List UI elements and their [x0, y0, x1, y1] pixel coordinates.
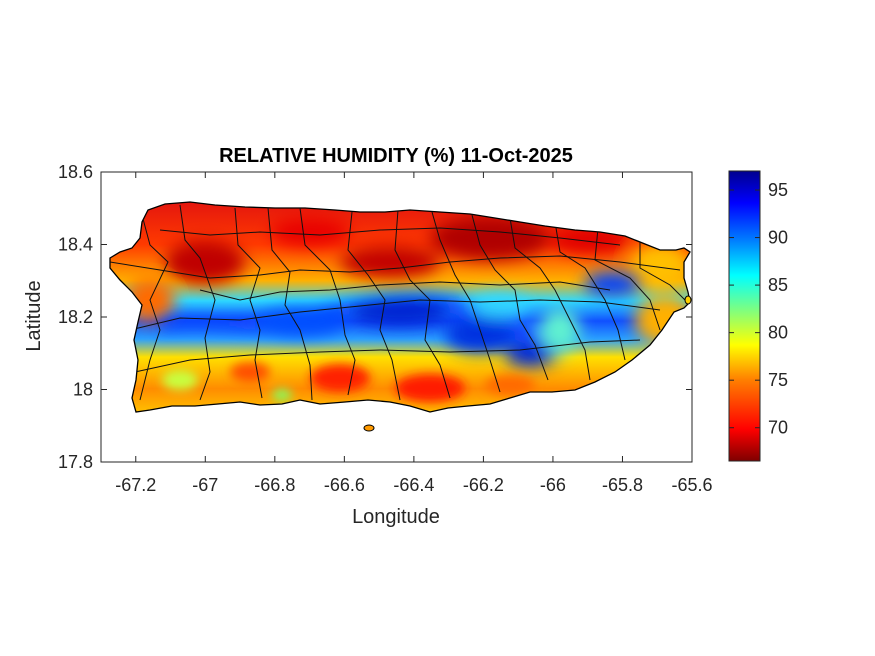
- islet-caja-de-muertos: [363, 424, 375, 432]
- x-tick-label: -66: [540, 475, 566, 495]
- x-tick-label: -67.2: [115, 475, 156, 495]
- y-tick-label: 18.2: [58, 307, 93, 327]
- y-tick-label: 18: [73, 380, 93, 400]
- y-tick-label: 18.6: [58, 162, 93, 182]
- x-tick-label: -66.6: [324, 475, 365, 495]
- y-axis-ticks: 17.8 18 18.2 18.4 18.6: [58, 162, 692, 472]
- x-axis-ticks: -67.2 -67 -66.8 -66.6 -66.4 -66.2 -66 -65.8 -65.…: [115, 172, 713, 495]
- colorbar-ticks: 70 75 80 85 90 95: [729, 180, 788, 438]
- municipality-boundaries: [110, 204, 686, 401]
- colorbar-tick-label: 70: [768, 418, 788, 438]
- chart-title: RELATIVE HUMIDITY (%) 11-Oct-2025: [219, 145, 573, 167]
- x-axis-label: Longitude: [352, 506, 440, 528]
- colorbar: [728, 170, 761, 462]
- x-tick-label: -65.8: [602, 475, 643, 495]
- island-humidity-field: [110, 202, 690, 412]
- x-tick-label: -66.8: [254, 475, 295, 495]
- islet-east: [684, 295, 692, 305]
- colorbar-tick-label: 80: [768, 323, 788, 343]
- colorbar-tick-label: 85: [768, 275, 788, 295]
- x-tick-label: -67: [192, 475, 218, 495]
- colorbar-tick-label: 95: [768, 180, 788, 200]
- y-tick-label: 18.4: [58, 235, 93, 255]
- x-tick-label: -66.4: [393, 475, 434, 495]
- colorbar-tick-label: 75: [768, 370, 788, 390]
- island-coastline: [109, 201, 691, 413]
- y-axis-label: Latitude: [23, 280, 45, 351]
- y-tick-label: 17.8: [58, 452, 93, 472]
- colorbar-tick-label: 90: [768, 228, 788, 248]
- x-tick-label: -66.2: [463, 475, 504, 495]
- x-tick-label: -65.6: [671, 475, 712, 495]
